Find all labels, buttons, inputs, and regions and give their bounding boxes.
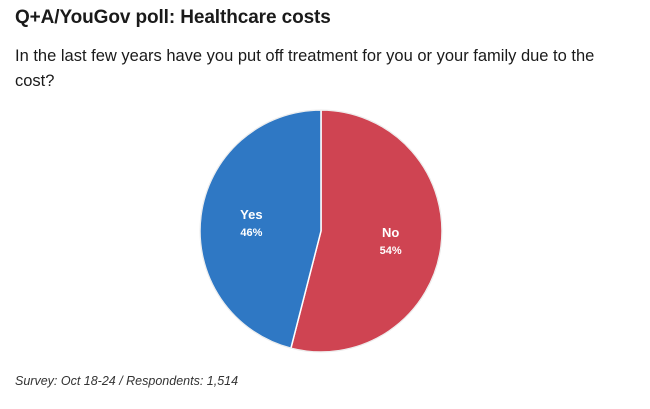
chart-subtitle: In the last few years have you put off t…: [15, 47, 595, 90]
slice-label-yes: Yes: [240, 207, 262, 222]
pie-outline: [199, 109, 443, 353]
slice-label-no: No: [382, 225, 399, 240]
survey-note: Survey: Oct 18-24 / Respondents: 1,514: [15, 374, 239, 388]
chart-title: Q+A/YouGov poll: Healthcare costs: [15, 7, 331, 28]
slice-value-no: 54%: [380, 245, 402, 257]
pie-slice-no: [290, 109, 443, 353]
pie-slice-yes: [199, 109, 322, 349]
slice-value-yes: 46%: [240, 227, 262, 239]
